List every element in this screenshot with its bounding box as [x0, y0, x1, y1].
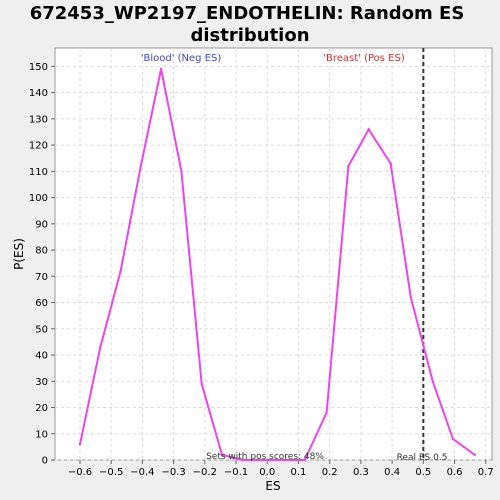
- pos-scores-note: Sets with pos scores: 48%: [206, 452, 324, 462]
- data-point: [241, 458, 244, 462]
- y-axis-label: P(ES): [12, 238, 26, 270]
- es-distribution-line: [79, 68, 476, 461]
- data-point: [180, 170, 183, 173]
- neg-phenotype-label: 'Blood' (Neg ES): [141, 53, 222, 64]
- x-tick-label: −0.2: [193, 467, 217, 478]
- y-axis: 0 10 20 30 40 50 60 70 80 90 100 110 120 130 140 150: [29, 62, 55, 467]
- y-tick-label: 120: [29, 141, 48, 152]
- data-point: [473, 453, 477, 456]
- plot-area: [54, 47, 493, 461]
- x-tick-label: −0.4: [130, 467, 154, 478]
- y-tick-label: 80: [35, 246, 48, 257]
- y-tick-label: 150: [29, 62, 48, 73]
- data-point: [389, 162, 392, 165]
- x-tick-label: 0.4: [384, 467, 400, 478]
- x-tick-label: 0.5: [415, 467, 431, 478]
- y-tick-label: 90: [35, 219, 48, 230]
- y-tick-label: 130: [29, 114, 48, 125]
- data-point: [367, 128, 370, 131]
- y-tick-label: 60: [35, 298, 48, 309]
- data-point: [451, 437, 455, 441]
- y-tick-label: 140: [29, 88, 48, 99]
- data-point: [409, 296, 413, 299]
- x-tick-label: 0.2: [322, 467, 338, 478]
- x-tick-label: −0.3: [161, 467, 185, 478]
- data-point: [78, 443, 82, 446]
- data-point: [431, 380, 434, 383]
- data-point: [119, 269, 122, 273]
- y-tick-label: 20: [35, 403, 48, 414]
- data-point: [220, 453, 224, 456]
- grid-lines: [55, 48, 492, 461]
- x-axis-label: ES: [265, 479, 280, 493]
- data-point: [325, 411, 328, 414]
- y-tick-label: 100: [29, 193, 48, 204]
- y-tick-label: 70: [35, 272, 48, 283]
- data-points: [78, 67, 477, 462]
- y-tick-label: 40: [35, 351, 48, 362]
- x-axis: −0.6 −0.5 −0.4 −0.3 −0.2 −0.1 0.0 0.1 0.2 0.3 0.4 0…: [68, 460, 494, 478]
- chart-title-line-2: distribution: [190, 25, 309, 46]
- y-tick-label: 10: [35, 429, 48, 440]
- x-tick-label: 0.7: [478, 467, 494, 478]
- chart-title-line-1: 672453_WP2197_ENDOTHELIN: Random ES: [30, 3, 465, 24]
- pos-phenotype-label: 'Breast' (Pos ES): [323, 53, 405, 64]
- data-point: [347, 164, 350, 168]
- data-point: [99, 345, 102, 349]
- data-point: [200, 382, 203, 386]
- x-tick-label: −0.1: [224, 467, 248, 478]
- data-point: [159, 67, 163, 71]
- y-tick-label: 30: [35, 377, 48, 388]
- y-tick-label: 0: [42, 456, 48, 467]
- x-tick-label: −0.6: [68, 467, 92, 478]
- data-point: [303, 458, 306, 462]
- x-tick-label: 0.1: [291, 467, 307, 478]
- data-point: [139, 164, 143, 168]
- x-tick-label: 0.0: [259, 467, 275, 478]
- y-tick-label: 50: [35, 324, 48, 335]
- x-tick-label: −0.5: [99, 467, 123, 478]
- x-tick-label: 0.6: [447, 467, 463, 478]
- chart-title: 672453_WP2197_ENDOTHELIN: Random ES dist…: [30, 3, 465, 46]
- y-tick-label: 110: [29, 167, 48, 178]
- x-tick-label: 0.3: [353, 467, 369, 478]
- real-es-label: Real ES 0.5: [397, 453, 448, 463]
